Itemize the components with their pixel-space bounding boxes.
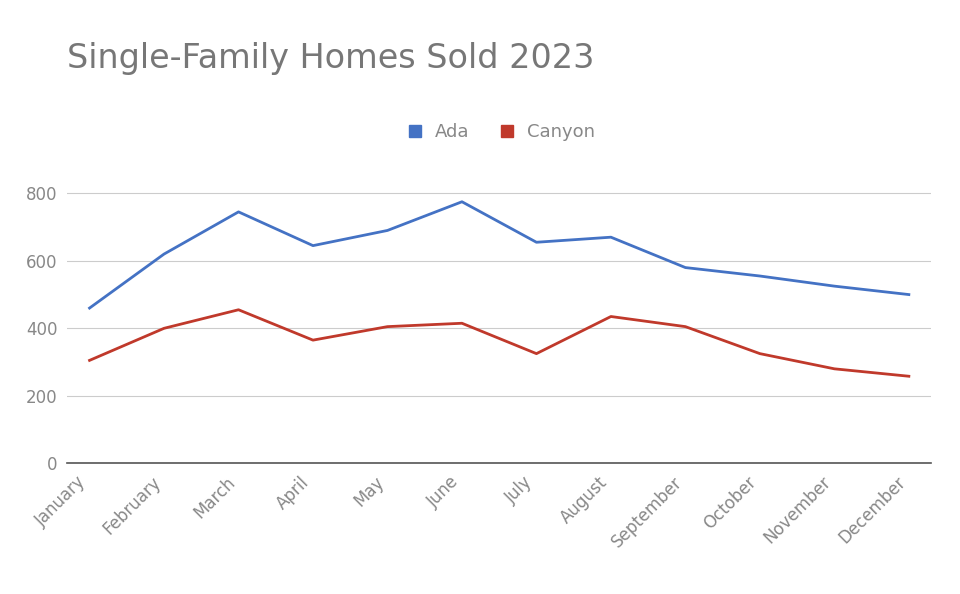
- Ada: [158, 251, 170, 258]
- Legend: Ada, Canyon: Ada, Canyon: [396, 116, 602, 148]
- Ada: [456, 198, 468, 206]
- Canyon: [307, 337, 319, 344]
- Line: Canyon: Canyon: [89, 309, 909, 376]
- Ada: [680, 264, 691, 271]
- Canyon: [531, 350, 542, 357]
- Canyon: [680, 323, 691, 330]
- Canyon: [903, 372, 915, 380]
- Ada: [605, 233, 616, 241]
- Ada: [828, 283, 840, 290]
- Ada: [84, 305, 95, 312]
- Canyon: [84, 357, 95, 364]
- Canyon: [828, 365, 840, 372]
- Ada: [531, 239, 542, 246]
- Text: Single-Family Homes Sold 2023: Single-Family Homes Sold 2023: [67, 42, 594, 75]
- Ada: [382, 227, 394, 234]
- Ada: [307, 242, 319, 249]
- Canyon: [158, 325, 170, 332]
- Ada: [903, 291, 915, 298]
- Canyon: [605, 313, 616, 320]
- Canyon: [755, 350, 766, 357]
- Canyon: [382, 323, 394, 330]
- Ada: [232, 208, 244, 216]
- Ada: [755, 273, 766, 280]
- Canyon: [456, 320, 468, 327]
- Canyon: [232, 306, 244, 313]
- Line: Ada: Ada: [89, 202, 909, 308]
